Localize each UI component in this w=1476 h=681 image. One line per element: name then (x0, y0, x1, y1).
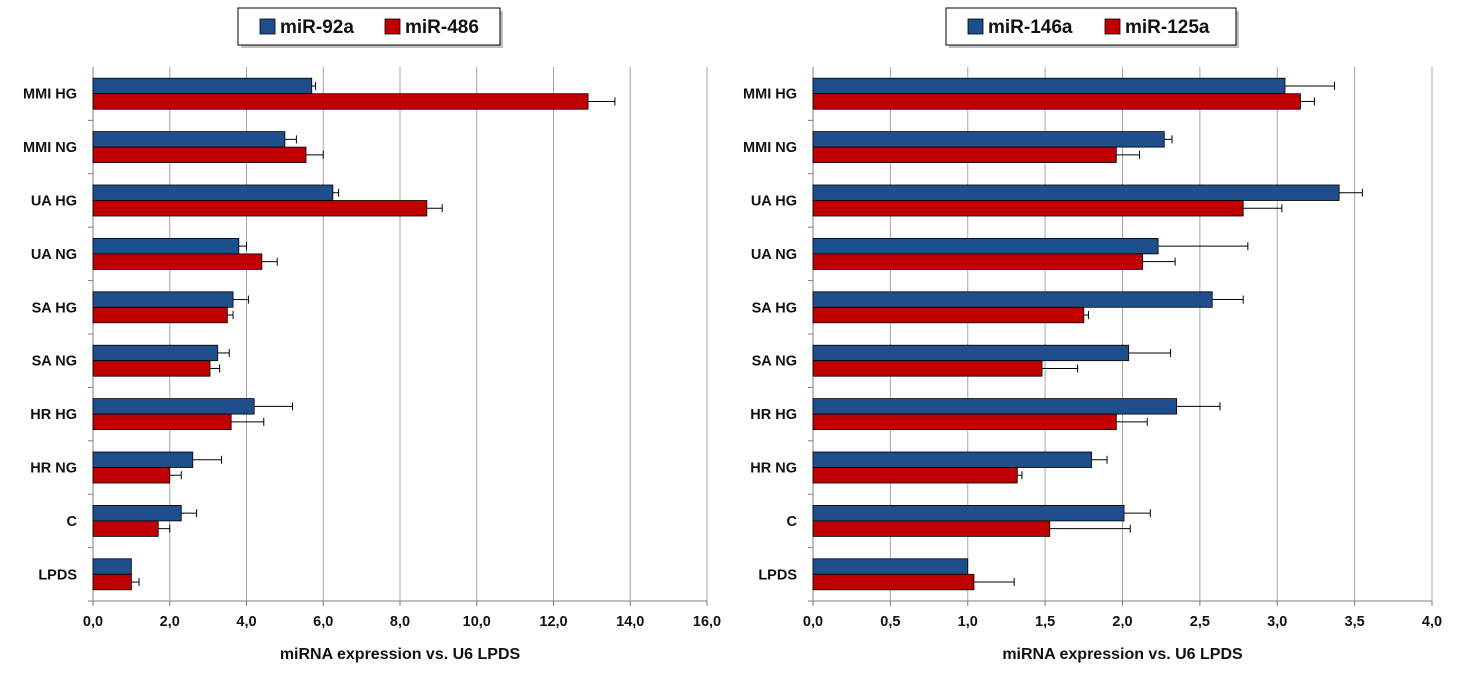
bar-miR-146a (812, 184, 1340, 201)
bar-miR-486 (92, 360, 211, 377)
x-tick-label: 12,0 (539, 614, 567, 630)
bar-miR-486 (92, 146, 307, 164)
chart-left: 0,0 2,0 4,0 6,0 8,0 10,0 12,0 14,0 16,0 MMI HG MMI… (23, 7, 721, 663)
bar-miR-92a (92, 344, 219, 362)
category-label: SA HG (752, 300, 797, 316)
bar-miR-486 (92, 573, 132, 591)
bar-miR-125a (812, 253, 1144, 270)
x-tick-label: 16,0 (693, 614, 721, 630)
x-tick-label: 1,5 (1035, 614, 1055, 630)
bar-miR-92a (92, 558, 132, 575)
bar-miR-146a (812, 451, 1092, 468)
bar-miR-125a (812, 93, 1301, 110)
x-tick-label: 1,0 (958, 614, 978, 630)
category-label: UA NG (31, 247, 77, 263)
x-tick-label: 0,5 (880, 614, 900, 630)
bar-miR-146a (812, 77, 1286, 95)
category-label: C (787, 514, 798, 530)
category-label: C (67, 514, 78, 530)
x-tick-label: 3,0 (1267, 614, 1287, 630)
x-tick-label: 4,0 (1422, 614, 1442, 630)
legend-label: miR-125a (1125, 17, 1210, 38)
legend-swatch (1104, 18, 1121, 35)
x-tick-label: 8,0 (390, 614, 410, 630)
x-tick-label: 3,5 (1345, 614, 1365, 630)
legend-label: miR-146a (988, 17, 1073, 38)
category-label: UA HG (31, 194, 77, 210)
chart-right: 0,0 0,5 1,0 1,5 2,0 2,5 3,0 3,5 4,0 MMI HG MMI NG U… (743, 7, 1442, 663)
bar-miR-146a (812, 398, 1178, 415)
bar-miR-92a (92, 184, 334, 201)
category-label: SA NG (32, 354, 77, 370)
x-tick-label: 2,5 (1190, 614, 1210, 630)
bar-miR-125a (812, 360, 1043, 377)
bar-miR-125a (812, 146, 1117, 164)
category-label: MMI NG (23, 140, 77, 156)
x-tick-label: 6,0 (313, 614, 333, 630)
bar-miR-486 (92, 93, 589, 110)
category-label: HR HG (750, 407, 797, 423)
bar-miR-486 (92, 520, 159, 537)
legend-swatch (967, 18, 984, 35)
bar-miR-92a (92, 291, 234, 308)
category-label: HR NG (30, 461, 77, 477)
bar-miR-125a (812, 200, 1244, 217)
legend-swatch (259, 18, 276, 35)
bar-miR-146a (812, 237, 1159, 255)
bar-miR-125a (812, 413, 1117, 431)
x-axis-title: miRNA expression vs. U6 LPDS (280, 646, 521, 663)
x-tick-label: 0,0 (83, 614, 103, 630)
legend-label: miR-92a (280, 17, 354, 38)
category-label: UA NG (751, 247, 797, 263)
bar-miR-146a (812, 504, 1125, 522)
bar-miR-125a (812, 306, 1085, 324)
bar-miR-486 (92, 200, 428, 217)
category-label: MMI HG (23, 87, 77, 103)
category-label: SA NG (752, 354, 797, 370)
bar-miR-125a (812, 520, 1051, 537)
bar-miR-125a (812, 467, 1018, 484)
bar-miR-486 (92, 467, 171, 484)
x-tick-label: 10,0 (463, 614, 491, 630)
legend-box (945, 7, 1237, 46)
bar-miR-92a (92, 398, 255, 415)
bar-miR-92a (92, 131, 286, 148)
x-tick-label: 4,0 (236, 614, 256, 630)
bar-miR-92a (92, 504, 182, 522)
bar-miR-486 (92, 413, 232, 431)
category-label: LPDS (38, 567, 77, 583)
bar-miR-146a (812, 131, 1165, 148)
bar-miR-486 (92, 253, 263, 270)
category-label: MMI NG (743, 140, 797, 156)
bar-miR-92a (92, 451, 194, 468)
category-label: UA HG (751, 194, 797, 210)
category-label: SA HG (32, 300, 77, 316)
bar-miR-486 (92, 306, 228, 324)
bar-miR-146a (812, 291, 1213, 308)
legend-label: miR-486 (405, 17, 479, 38)
category-label: LPDS (758, 567, 797, 583)
x-tick-label: 2,0 (1112, 614, 1132, 630)
bar-miR-92a (92, 77, 313, 95)
category-label: MMI HG (743, 87, 797, 103)
legend-swatch (384, 18, 401, 35)
bar-miR-146a (812, 558, 969, 575)
category-label: HR HG (30, 407, 77, 423)
bar-miR-92a (92, 237, 240, 255)
bar-miR-125a (812, 573, 975, 591)
bar-miR-146a (812, 344, 1130, 362)
legend-box (237, 7, 501, 46)
x-axis-title: miRNA expression vs. U6 LPDS (1002, 646, 1243, 663)
x-tick-label: 2,0 (160, 614, 180, 630)
x-tick-label: 0,0 (803, 614, 823, 630)
category-label: HR NG (750, 461, 797, 477)
x-tick-label: 14,0 (616, 614, 644, 630)
